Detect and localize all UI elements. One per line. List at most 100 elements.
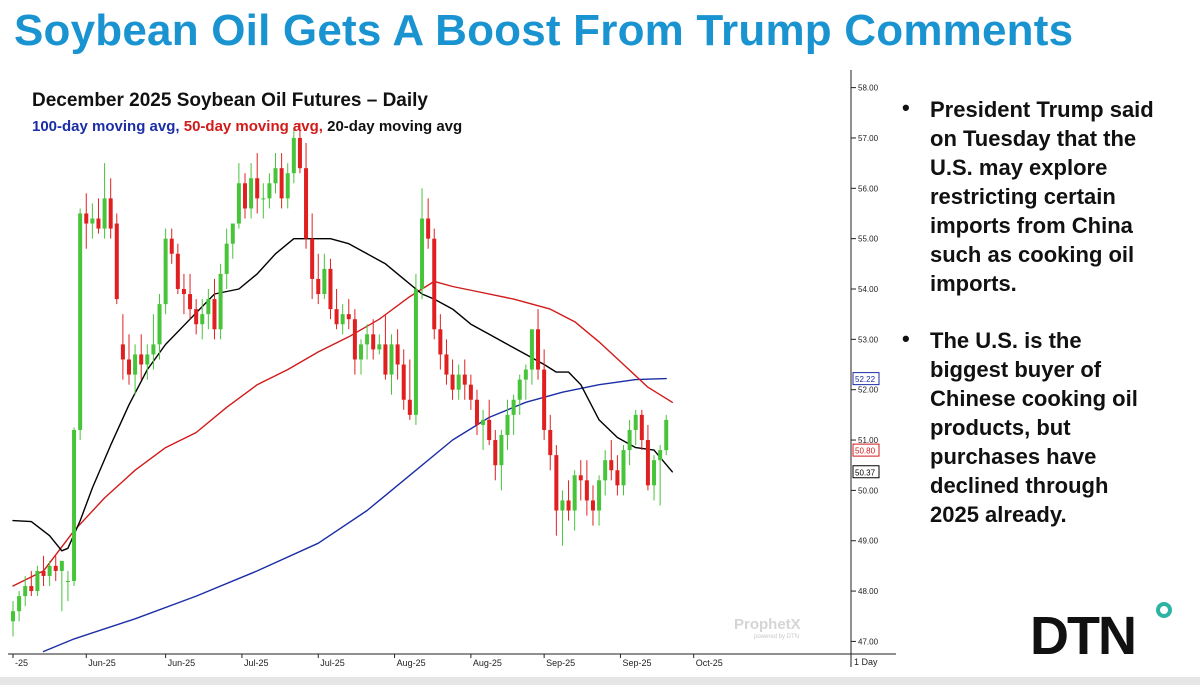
candle-body [78, 213, 83, 430]
x-axis-ticks: -25 Jun-25 Jun-25 Jul-25 Jul-25 Aug-25 Aug-25 S… [12, 654, 723, 668]
x-tick-label: Jun-25 [168, 658, 196, 668]
candle-body [90, 218, 95, 224]
candle-body [621, 450, 626, 486]
y-tick-label: 52.00 [858, 386, 879, 395]
candle-body [157, 304, 162, 345]
candle [90, 203, 95, 239]
candle [242, 173, 247, 219]
candle-body [230, 223, 235, 244]
candle-body [102, 198, 107, 229]
candle [658, 445, 663, 506]
candle-body [383, 344, 388, 375]
candle [279, 153, 284, 209]
candle [597, 475, 602, 526]
candle [566, 480, 571, 521]
candle-body [23, 586, 28, 597]
candle [120, 314, 125, 380]
candle [365, 324, 370, 360]
candle [236, 163, 241, 229]
candle [29, 570, 34, 597]
candle-body [236, 183, 241, 224]
candle [175, 243, 180, 295]
candle [310, 213, 315, 300]
candle [65, 570, 70, 602]
candle-body [627, 429, 632, 451]
candle-body [35, 570, 40, 592]
candle-body [352, 319, 357, 360]
bottom-bar [0, 677, 1200, 685]
candle-body [346, 314, 351, 320]
candle-body [279, 168, 284, 199]
price-label: 50.37 [855, 468, 876, 477]
candle [53, 555, 58, 581]
candle-body [499, 435, 504, 466]
slide-title: Soybean Oil Gets A Boost From Trump Comm… [14, 6, 1074, 55]
x-tick-label: Jul-25 [244, 658, 269, 668]
candle [664, 414, 669, 456]
candle [517, 374, 522, 415]
candle-body [658, 450, 663, 461]
prophetx-watermark: ProphetX [734, 616, 801, 633]
candle [17, 591, 22, 622]
candle [126, 334, 131, 385]
candle-body [560, 500, 565, 511]
candle-body [432, 238, 437, 330]
candle [590, 485, 595, 526]
x-tick-label: -25 [15, 658, 28, 668]
y-tick-label: 47.00 [858, 637, 879, 646]
candle-body [169, 238, 174, 254]
candle [200, 299, 205, 340]
candle-body [212, 299, 217, 330]
candle [316, 253, 321, 305]
candle-body [59, 560, 64, 571]
candle [481, 409, 486, 451]
candle-body [511, 399, 516, 415]
candle-body [297, 137, 302, 169]
candle [487, 399, 492, 446]
candle-body [603, 460, 608, 481]
candle-body [652, 460, 657, 486]
candle [499, 429, 504, 491]
candle-body [175, 253, 180, 289]
candle [151, 314, 156, 370]
legend-ma100: 100-day moving avg, [32, 118, 180, 135]
candle [273, 153, 278, 194]
candle [413, 273, 418, 425]
chart-title: December 2025 Soybean Oil Futures – Dail… [32, 90, 429, 111]
candle [554, 445, 559, 536]
y-tick-label: 54.00 [858, 285, 879, 294]
candle-body [304, 168, 309, 239]
candle-body [126, 359, 131, 375]
candle [523, 364, 528, 400]
candle [188, 273, 193, 320]
candle-body [542, 369, 547, 430]
candle [206, 289, 211, 330]
candle [352, 309, 357, 375]
candle [59, 560, 64, 612]
candle [224, 228, 229, 289]
candle [47, 560, 52, 587]
candle-body [493, 440, 498, 466]
candle-body [133, 354, 138, 375]
candle-body [365, 334, 370, 345]
y-tick-label: 53.00 [858, 335, 879, 344]
candle-body [474, 399, 479, 425]
candle-body [310, 238, 315, 279]
candle [23, 575, 28, 607]
y-tick-label: 50.00 [858, 486, 879, 495]
candle [505, 399, 510, 451]
candle-body [285, 173, 290, 199]
candle-body [438, 329, 443, 355]
x-tick-label: Sep-25 [546, 658, 575, 668]
candle [285, 163, 290, 209]
ma100-line [42, 377, 667, 653]
candle [395, 329, 400, 380]
candle [584, 460, 589, 516]
legend-ma50: 50-day moving avg, [183, 118, 323, 135]
x-tick-label: Aug-25 [473, 658, 502, 668]
candle [627, 419, 632, 466]
x-tick-label: Jul-25 [320, 658, 345, 668]
candle [218, 263, 223, 340]
bullet-list: • President Trump said on Tuesday that t… [896, 95, 1196, 557]
candle-body [609, 460, 614, 471]
